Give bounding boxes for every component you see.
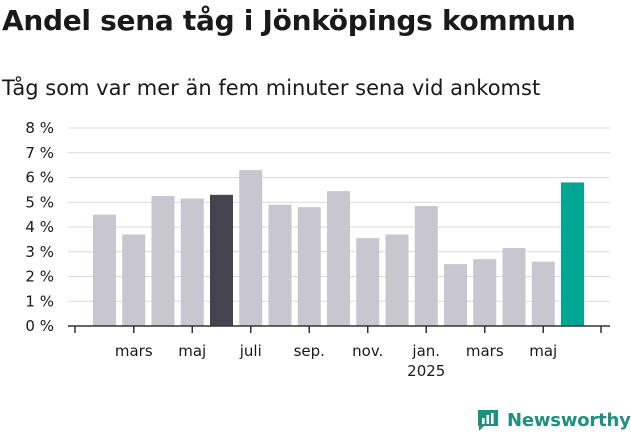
x-tick-label: nov. (352, 342, 383, 360)
y-tick-label: 5 % (25, 193, 54, 211)
brand-logo: Newsworthy (475, 407, 631, 433)
chart-title: Andel sena tåg i Jönköpings kommun (2, 4, 576, 37)
bar (210, 194, 233, 326)
bar (414, 205, 438, 326)
x-tick-label: mars (466, 342, 504, 360)
bar (385, 234, 409, 326)
bar (239, 170, 263, 326)
bar (93, 214, 116, 326)
x-tick-label-year: 2025 (407, 362, 445, 380)
y-tick-label: 8 % (25, 119, 54, 137)
bar (327, 191, 350, 326)
bar (473, 259, 497, 326)
brand-name: Newsworthy (507, 409, 631, 431)
x-tick-label: maj (529, 342, 557, 360)
y-tick-label: 4 % (25, 218, 54, 236)
bar (356, 238, 380, 326)
y-tick-label: 3 % (25, 243, 54, 261)
y-tick-label: 7 % (25, 144, 54, 162)
y-tick-label: 0 % (25, 317, 54, 335)
bar (151, 196, 175, 326)
x-tick-label: jan. (411, 342, 440, 360)
bar (561, 182, 584, 326)
x-tick-label: maj (178, 342, 206, 360)
x-tick-label: mars (115, 342, 153, 360)
bar (268, 204, 292, 326)
chart-subtitle: Tåg som var mer än fem minuter sena vid … (2, 76, 541, 100)
bar (297, 207, 321, 326)
bar (444, 264, 467, 326)
y-tick-label: 2 % (25, 268, 54, 286)
y-tick-label: 6 % (25, 169, 54, 187)
bar (122, 234, 146, 326)
y-tick-label: 1 % (25, 292, 54, 310)
bar (531, 261, 555, 326)
bar (180, 198, 204, 326)
bar (502, 248, 526, 326)
newsworthy-logo-icon (478, 410, 498, 431)
x-tick-label: sep. (294, 342, 325, 360)
x-tick-label: juli (239, 342, 262, 360)
